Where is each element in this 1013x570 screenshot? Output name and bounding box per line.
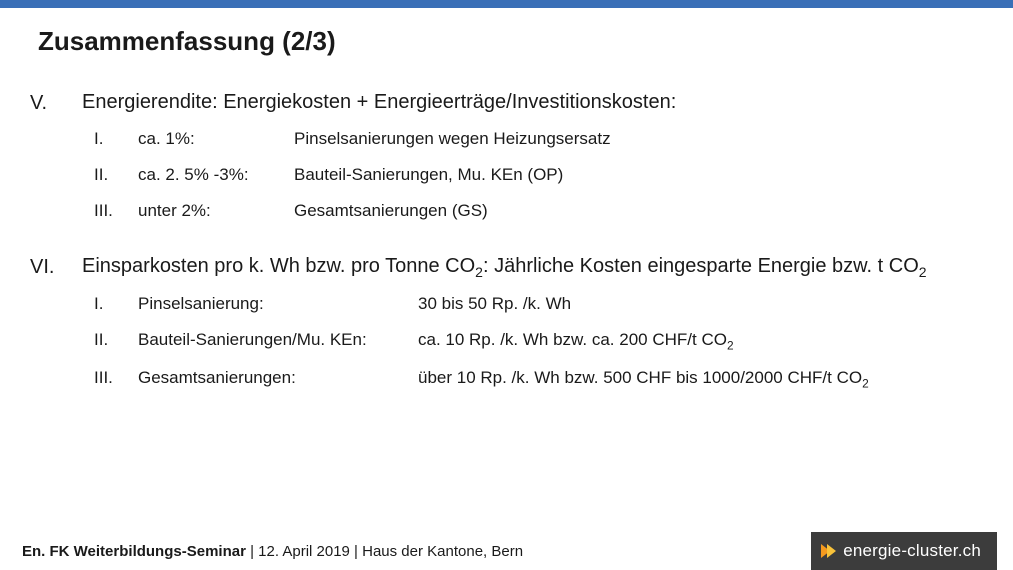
section-vi: VI. Einsparkosten pro k. Wh bzw. pro Ton… — [30, 255, 983, 280]
row-col1: Gesamtsanierungen: — [138, 368, 418, 388]
section-v-rows: I. ca. 1%: Pinselsanierungen wegen Heizu… — [94, 129, 983, 221]
footer-logo: energie-cluster.ch — [811, 532, 997, 570]
footer-logo-text: energie-cluster.ch — [843, 541, 981, 561]
section-vi-rows: I. Pinselsanierung: 30 bis 50 Rp. /k. Wh… — [94, 294, 983, 391]
row-col1: ca. 2. 5% -3%: — [138, 165, 294, 185]
table-row: I. Pinselsanierung: 30 bis 50 Rp. /k. Wh — [94, 294, 983, 314]
row-numeral: II. — [94, 330, 138, 350]
slide-body: Zusammenfassung (2/3) V. Energierendite:… — [0, 8, 1013, 391]
row-col1: Bauteil-Sanierungen/Mu. KEn: — [138, 330, 418, 350]
section-vi-numeral: VI. — [30, 255, 64, 279]
row-col1: unter 2%: — [138, 201, 294, 221]
row-numeral: III. — [94, 201, 138, 221]
table-row: II. ca. 2. 5% -3%: Bauteil-Sanierungen, … — [94, 165, 983, 185]
footer-text: En. FK Weiterbildungs-Seminar | 12. Apri… — [22, 543, 523, 560]
row-numeral: I. — [94, 294, 138, 314]
row-numeral: I. — [94, 129, 138, 149]
row-col2: 30 bis 50 Rp. /k. Wh — [418, 294, 983, 314]
row-col1: ca. 1%: — [138, 129, 294, 149]
chevron-icon — [821, 544, 833, 558]
row-numeral: III. — [94, 368, 138, 388]
row-col2: Pinselsanierungen wegen Heizungsersatz — [294, 129, 983, 149]
footer: En. FK Weiterbildungs-Seminar | 12. Apri… — [0, 532, 1013, 570]
section-v: V. Energierendite: Energiekosten + Energ… — [30, 91, 983, 115]
row-col2: Bauteil-Sanierungen, Mu. KEn (OP) — [294, 165, 983, 185]
table-row: III. unter 2%: Gesamtsanierungen (GS) — [94, 201, 983, 221]
section-v-numeral: V. — [30, 91, 64, 115]
top-bar — [0, 0, 1013, 8]
section-v-heading: Energierendite: Energiekosten + Energiee… — [82, 91, 676, 114]
table-row: I. ca. 1%: Pinselsanierungen wegen Heizu… — [94, 129, 983, 149]
table-row: III. Gesamtsanierungen: über 10 Rp. /k. … — [94, 368, 983, 390]
slide-title: Zusammenfassung (2/3) — [38, 26, 983, 57]
row-col2: ca. 10 Rp. /k. Wh bzw. ca. 200 CHF/t CO2 — [418, 330, 983, 352]
table-row: II. Bauteil-Sanierungen/Mu. KEn: ca. 10 … — [94, 330, 983, 352]
section-vi-heading: Einsparkosten pro k. Wh bzw. pro Tonne C… — [82, 255, 927, 280]
row-numeral: II. — [94, 165, 138, 185]
row-col2: Gesamtsanierungen (GS) — [294, 201, 983, 221]
row-col2: über 10 Rp. /k. Wh bzw. 500 CHF bis 1000… — [418, 368, 983, 390]
row-col1: Pinselsanierung: — [138, 294, 418, 314]
